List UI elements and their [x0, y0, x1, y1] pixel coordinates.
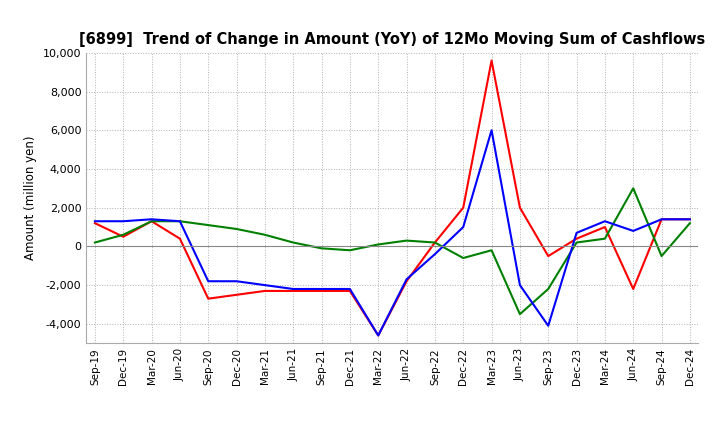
- Operating Cashflow: [657, 216, 666, 222]
- Investing Cashflow: [544, 286, 552, 292]
- Line: Operating Cashflow: Operating Cashflow: [95, 61, 690, 335]
- Free Cashflow: [572, 230, 581, 235]
- Investing Cashflow: [572, 240, 581, 245]
- Free Cashflow: [685, 216, 694, 222]
- Investing Cashflow: [233, 226, 241, 231]
- Free Cashflow: [261, 282, 269, 288]
- Investing Cashflow: [374, 242, 382, 247]
- Operating Cashflow: [148, 219, 156, 224]
- Investing Cashflow: [600, 236, 609, 241]
- Investing Cashflow: [261, 232, 269, 238]
- Free Cashflow: [289, 286, 297, 292]
- Operating Cashflow: [119, 234, 127, 239]
- Operating Cashflow: [91, 220, 99, 226]
- Operating Cashflow: [346, 288, 354, 293]
- Free Cashflow: [346, 286, 354, 292]
- Operating Cashflow: [572, 236, 581, 241]
- Operating Cashflow: [233, 292, 241, 297]
- Operating Cashflow: [629, 286, 637, 292]
- Free Cashflow: [91, 219, 99, 224]
- Operating Cashflow: [204, 296, 212, 301]
- Operating Cashflow: [261, 288, 269, 293]
- Investing Cashflow: [431, 240, 439, 245]
- Investing Cashflow: [204, 223, 212, 228]
- Title: [6899]  Trend of Change in Amount (YoY) of 12Mo Moving Sum of Cashflows: [6899] Trend of Change in Amount (YoY) o…: [79, 33, 706, 48]
- Free Cashflow: [233, 279, 241, 284]
- Operating Cashflow: [318, 288, 326, 293]
- Investing Cashflow: [685, 220, 694, 226]
- Line: Free Cashflow: Free Cashflow: [95, 130, 690, 335]
- Operating Cashflow: [516, 205, 524, 210]
- Operating Cashflow: [459, 205, 467, 210]
- Free Cashflow: [657, 216, 666, 222]
- Operating Cashflow: [685, 216, 694, 222]
- Operating Cashflow: [544, 253, 552, 259]
- Free Cashflow: [204, 279, 212, 284]
- Investing Cashflow: [516, 312, 524, 317]
- Investing Cashflow: [346, 248, 354, 253]
- Free Cashflow: [318, 286, 326, 292]
- Free Cashflow: [459, 224, 467, 230]
- Investing Cashflow: [657, 253, 666, 259]
- Investing Cashflow: [402, 238, 411, 243]
- Investing Cashflow: [148, 219, 156, 224]
- Operating Cashflow: [374, 333, 382, 338]
- Free Cashflow: [119, 219, 127, 224]
- Investing Cashflow: [91, 240, 99, 245]
- Y-axis label: Amount (million yen): Amount (million yen): [24, 136, 37, 260]
- Operating Cashflow: [600, 224, 609, 230]
- Free Cashflow: [516, 282, 524, 288]
- Operating Cashflow: [431, 240, 439, 245]
- Operating Cashflow: [487, 58, 496, 63]
- Operating Cashflow: [402, 279, 411, 284]
- Investing Cashflow: [459, 255, 467, 260]
- Investing Cashflow: [119, 232, 127, 238]
- Free Cashflow: [148, 216, 156, 222]
- Free Cashflow: [176, 219, 184, 224]
- Investing Cashflow: [318, 246, 326, 251]
- Investing Cashflow: [487, 248, 496, 253]
- Investing Cashflow: [629, 186, 637, 191]
- Line: Investing Cashflow: Investing Cashflow: [95, 188, 690, 314]
- Operating Cashflow: [289, 288, 297, 293]
- Investing Cashflow: [289, 240, 297, 245]
- Operating Cashflow: [176, 236, 184, 241]
- Free Cashflow: [487, 128, 496, 133]
- Free Cashflow: [402, 277, 411, 282]
- Free Cashflow: [431, 252, 439, 257]
- Free Cashflow: [374, 333, 382, 338]
- Investing Cashflow: [176, 219, 184, 224]
- Free Cashflow: [600, 219, 609, 224]
- Free Cashflow: [544, 323, 552, 328]
- Free Cashflow: [629, 228, 637, 234]
